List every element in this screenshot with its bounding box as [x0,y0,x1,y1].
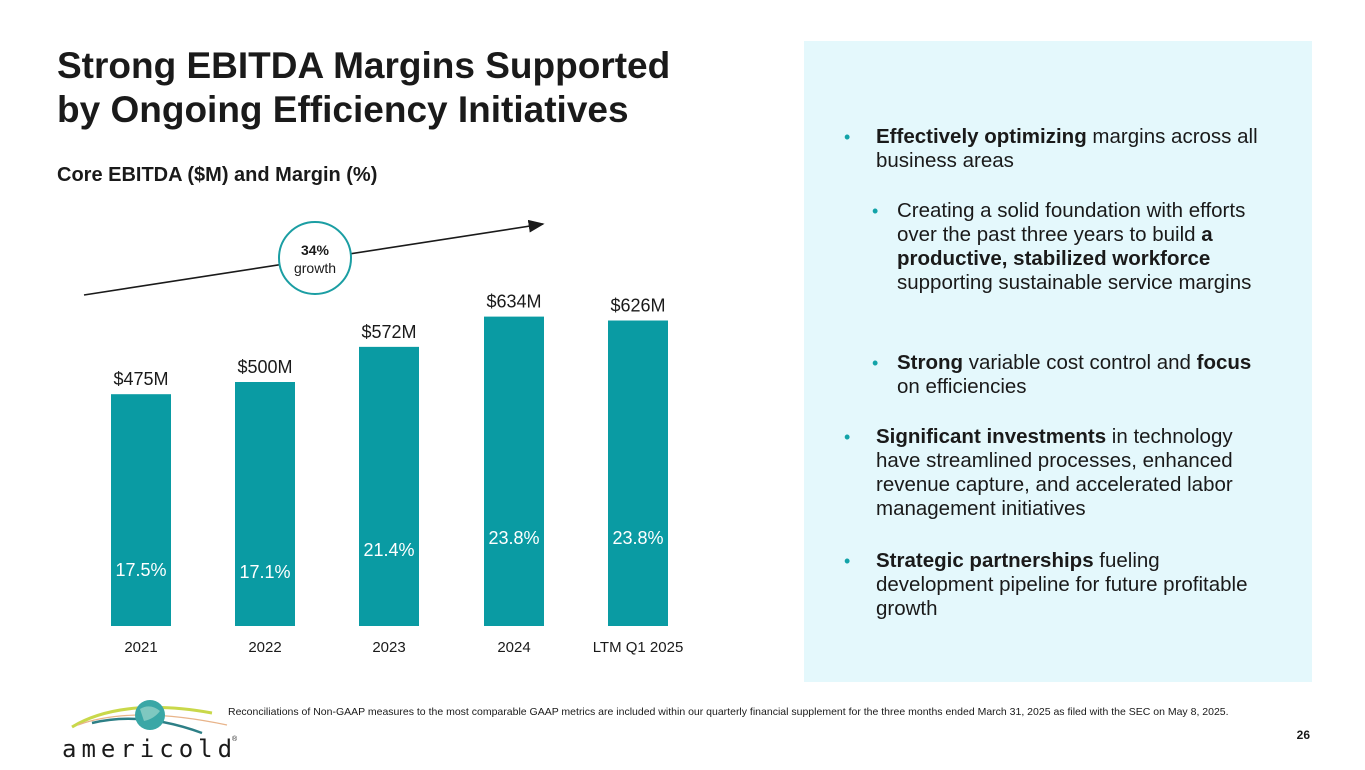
bar-2023 [359,346,419,626]
bullet-item: • Strategic partnerships fueling developm… [844,549,1276,621]
slide-title: Strong EBITDA Margins Supported by Ongoi… [57,44,670,132]
bar-ltm-q1-2025 [608,320,668,626]
bullet-emphasis: focus [1196,351,1252,374]
growth-badge [278,221,352,295]
bullet-emphasis: Significant investments [876,425,1107,448]
bullet-text: Creating a solid foundation with efforts… [897,199,1246,246]
chart-subtitle: Core EBITDA ($M) and Margin (%) [57,164,378,186]
title-line-1: Strong EBITDA Margins Supported [57,45,671,86]
bullet-item: • Significant investments in technology h… [844,425,1276,521]
growth-badge-value: 34% [301,242,330,258]
bullet-text: fueling development pipeline for future … [876,549,1248,620]
ebitda-bar-chart: $475M 17.5% 2021 $500M 17.1% 2022 $572M 21.4% 20… [83,219,684,656]
bar-value-label: $626M [610,296,665,316]
bar-2021 [111,394,171,626]
bullet-text: margins across all business areas [876,125,1258,172]
bullet-dot-icon: • [844,427,851,447]
margin-label: 17.5% [115,560,166,580]
bar-2022 [235,382,295,626]
x-tick-label: 2022 [248,639,281,656]
bullet-text: supporting sustainable service margins [897,271,1252,294]
bullet-dot-icon: • [844,127,851,147]
bar-value-label: $634M [486,292,541,312]
bullet-dot-icon: • [872,353,879,373]
margin-label: 17.1% [239,562,290,582]
bullet-text: on efficiencies [897,375,1027,398]
x-tick-label: 2021 [124,639,157,656]
bullet-text: variable cost control and [963,351,1197,374]
title-line-2: by Ongoing Efficiency Initiatives [57,89,629,130]
page-number: 26 [1296,728,1310,742]
margin-label: 23.8% [488,528,539,548]
bullet-item: • Strong variable cost control and focus … [872,351,1262,399]
x-tick-label: 2024 [497,639,530,656]
globe-swoosh-icon: americold ® [62,700,238,763]
bullet-emphasis: Strong [897,351,964,374]
bullet-emphasis: Effectively optimizing [876,125,1087,148]
bar-value-label: $500M [237,357,292,377]
bar-value-label: $572M [361,322,416,342]
growth-badge-text: growth [294,260,336,276]
americold-logo: americold ® [52,695,242,765]
footnote: Reconciliations of Non-GAAP measures to … [228,706,1229,718]
bullet-dot-icon: • [872,201,879,221]
logo-wordmark: americold [62,735,237,763]
registered-mark: ® [232,735,238,743]
bullet-text: in technology have streamlined processes… [876,425,1233,520]
bullet-item: • Creating a solid foundation with effort… [872,199,1262,295]
margin-label: 23.8% [612,528,663,548]
bullet-dot-icon: • [844,551,851,571]
x-tick-label: 2023 [372,639,405,656]
bar-2024 [484,316,544,626]
bullet-emphasis: a productive, stabilized workforce [897,223,1213,270]
highlights-panel: • Effectively optimizing margins across a… [804,41,1312,682]
bullet-emphasis: Strategic partnerships [876,549,1094,572]
bullet-item: • Effectively optimizing margins across a… [844,125,1276,173]
x-tick-label: LTM Q1 2025 [593,639,684,656]
margin-label: 21.4% [363,540,414,560]
bar-value-label: $475M [113,369,168,389]
